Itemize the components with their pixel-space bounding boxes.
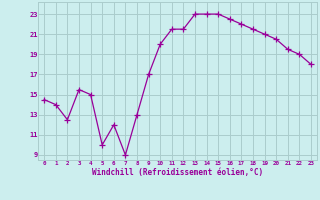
X-axis label: Windchill (Refroidissement éolien,°C): Windchill (Refroidissement éolien,°C) <box>92 168 263 177</box>
